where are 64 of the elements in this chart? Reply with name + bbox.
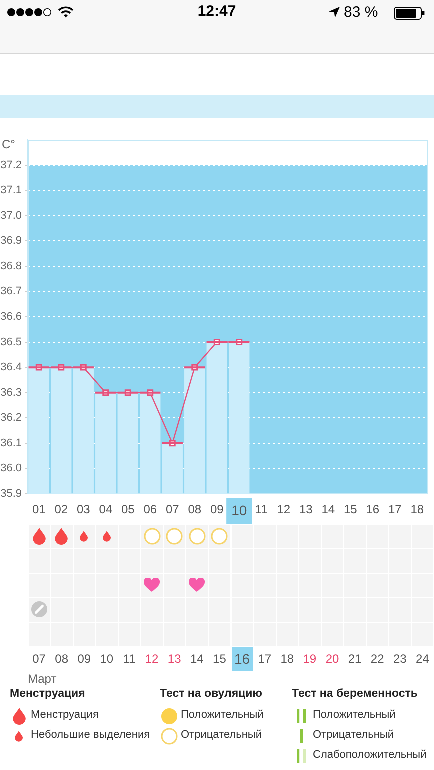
text: Отрицательный: [181, 729, 262, 741]
x-tick-label: 11: [255, 502, 268, 517]
x-tick-label: 05: [121, 502, 136, 517]
text: 12: [145, 652, 159, 666]
x-tick-label: 02: [54, 502, 68, 517]
x-tick-label: 13: [299, 502, 314, 517]
text: Менструация: [31, 709, 99, 721]
y-tick-label: 35.9: [0, 488, 22, 500]
text: 22: [370, 652, 384, 666]
y-tick-label: 36.8: [0, 260, 22, 272]
x-tick-label: 12: [277, 502, 291, 517]
text: 18: [280, 652, 294, 666]
text: 09: [78, 652, 92, 666]
text: Менструация: [10, 688, 86, 700]
y-tick-label: 36.1: [0, 437, 22, 450]
y-tick-label: 37.0: [0, 210, 22, 222]
text: 21: [348, 652, 362, 666]
y-tick-label: 36.6: [0, 311, 22, 324]
text: 11: [123, 652, 136, 666]
text: Тест на овуляцию: [160, 688, 262, 700]
text: 15: [213, 652, 226, 666]
text: 07: [32, 652, 46, 666]
text: Тест на беременность: [292, 688, 418, 700]
y-tick-label: 36.7: [0, 286, 22, 298]
y-tick-label: 36.0: [0, 462, 22, 475]
text: 13: [168, 652, 182, 666]
text: Март: [28, 672, 57, 686]
x-tick-label: 10: [232, 502, 248, 518]
text: Слабоположительный: [313, 749, 427, 761]
text: 14: [190, 652, 204, 666]
x-tick-label: 17: [388, 502, 402, 517]
x-tick-label: 16: [366, 502, 380, 517]
text: 10: [100, 652, 114, 666]
x-tick-label: 18: [410, 502, 424, 517]
y-tick-label: 36.3: [0, 386, 22, 399]
y-tick-label: 37.2: [0, 159, 22, 172]
text: 83 %: [344, 4, 378, 21]
x-tick-label: 15: [344, 502, 358, 517]
y-tick-label: 36.9: [0, 235, 22, 248]
y-tick-label: 36.5: [0, 336, 22, 348]
text: 16: [234, 650, 250, 666]
x-tick-label: 08: [188, 502, 202, 517]
text: Небольшие выделения: [31, 729, 150, 741]
x-tick-label: 07: [166, 502, 180, 517]
text: 24: [416, 652, 430, 666]
y-axis-title: C°: [2, 137, 16, 152]
x-tick-label: 06: [144, 502, 158, 517]
x-tick-label: 03: [76, 502, 91, 517]
text: 19: [303, 652, 317, 666]
x-tick-label: 01: [32, 502, 46, 517]
text: Положительный: [181, 709, 264, 721]
y-tick-label: 37.1: [0, 184, 22, 197]
y-tick-label: 36.2: [0, 412, 22, 424]
y-tick-label: 36.4: [0, 362, 22, 374]
text: 12:47: [198, 3, 236, 20]
text: 17: [258, 652, 272, 666]
x-tick-label: 04: [99, 502, 113, 517]
text: 23: [393, 652, 407, 666]
x-tick-label: 09: [210, 502, 224, 517]
text: Положительный: [313, 709, 396, 721]
x-tick-label: 14: [322, 502, 336, 517]
text: Отрицательный: [313, 729, 394, 741]
text: 08: [55, 652, 68, 666]
text: 20: [326, 652, 340, 666]
